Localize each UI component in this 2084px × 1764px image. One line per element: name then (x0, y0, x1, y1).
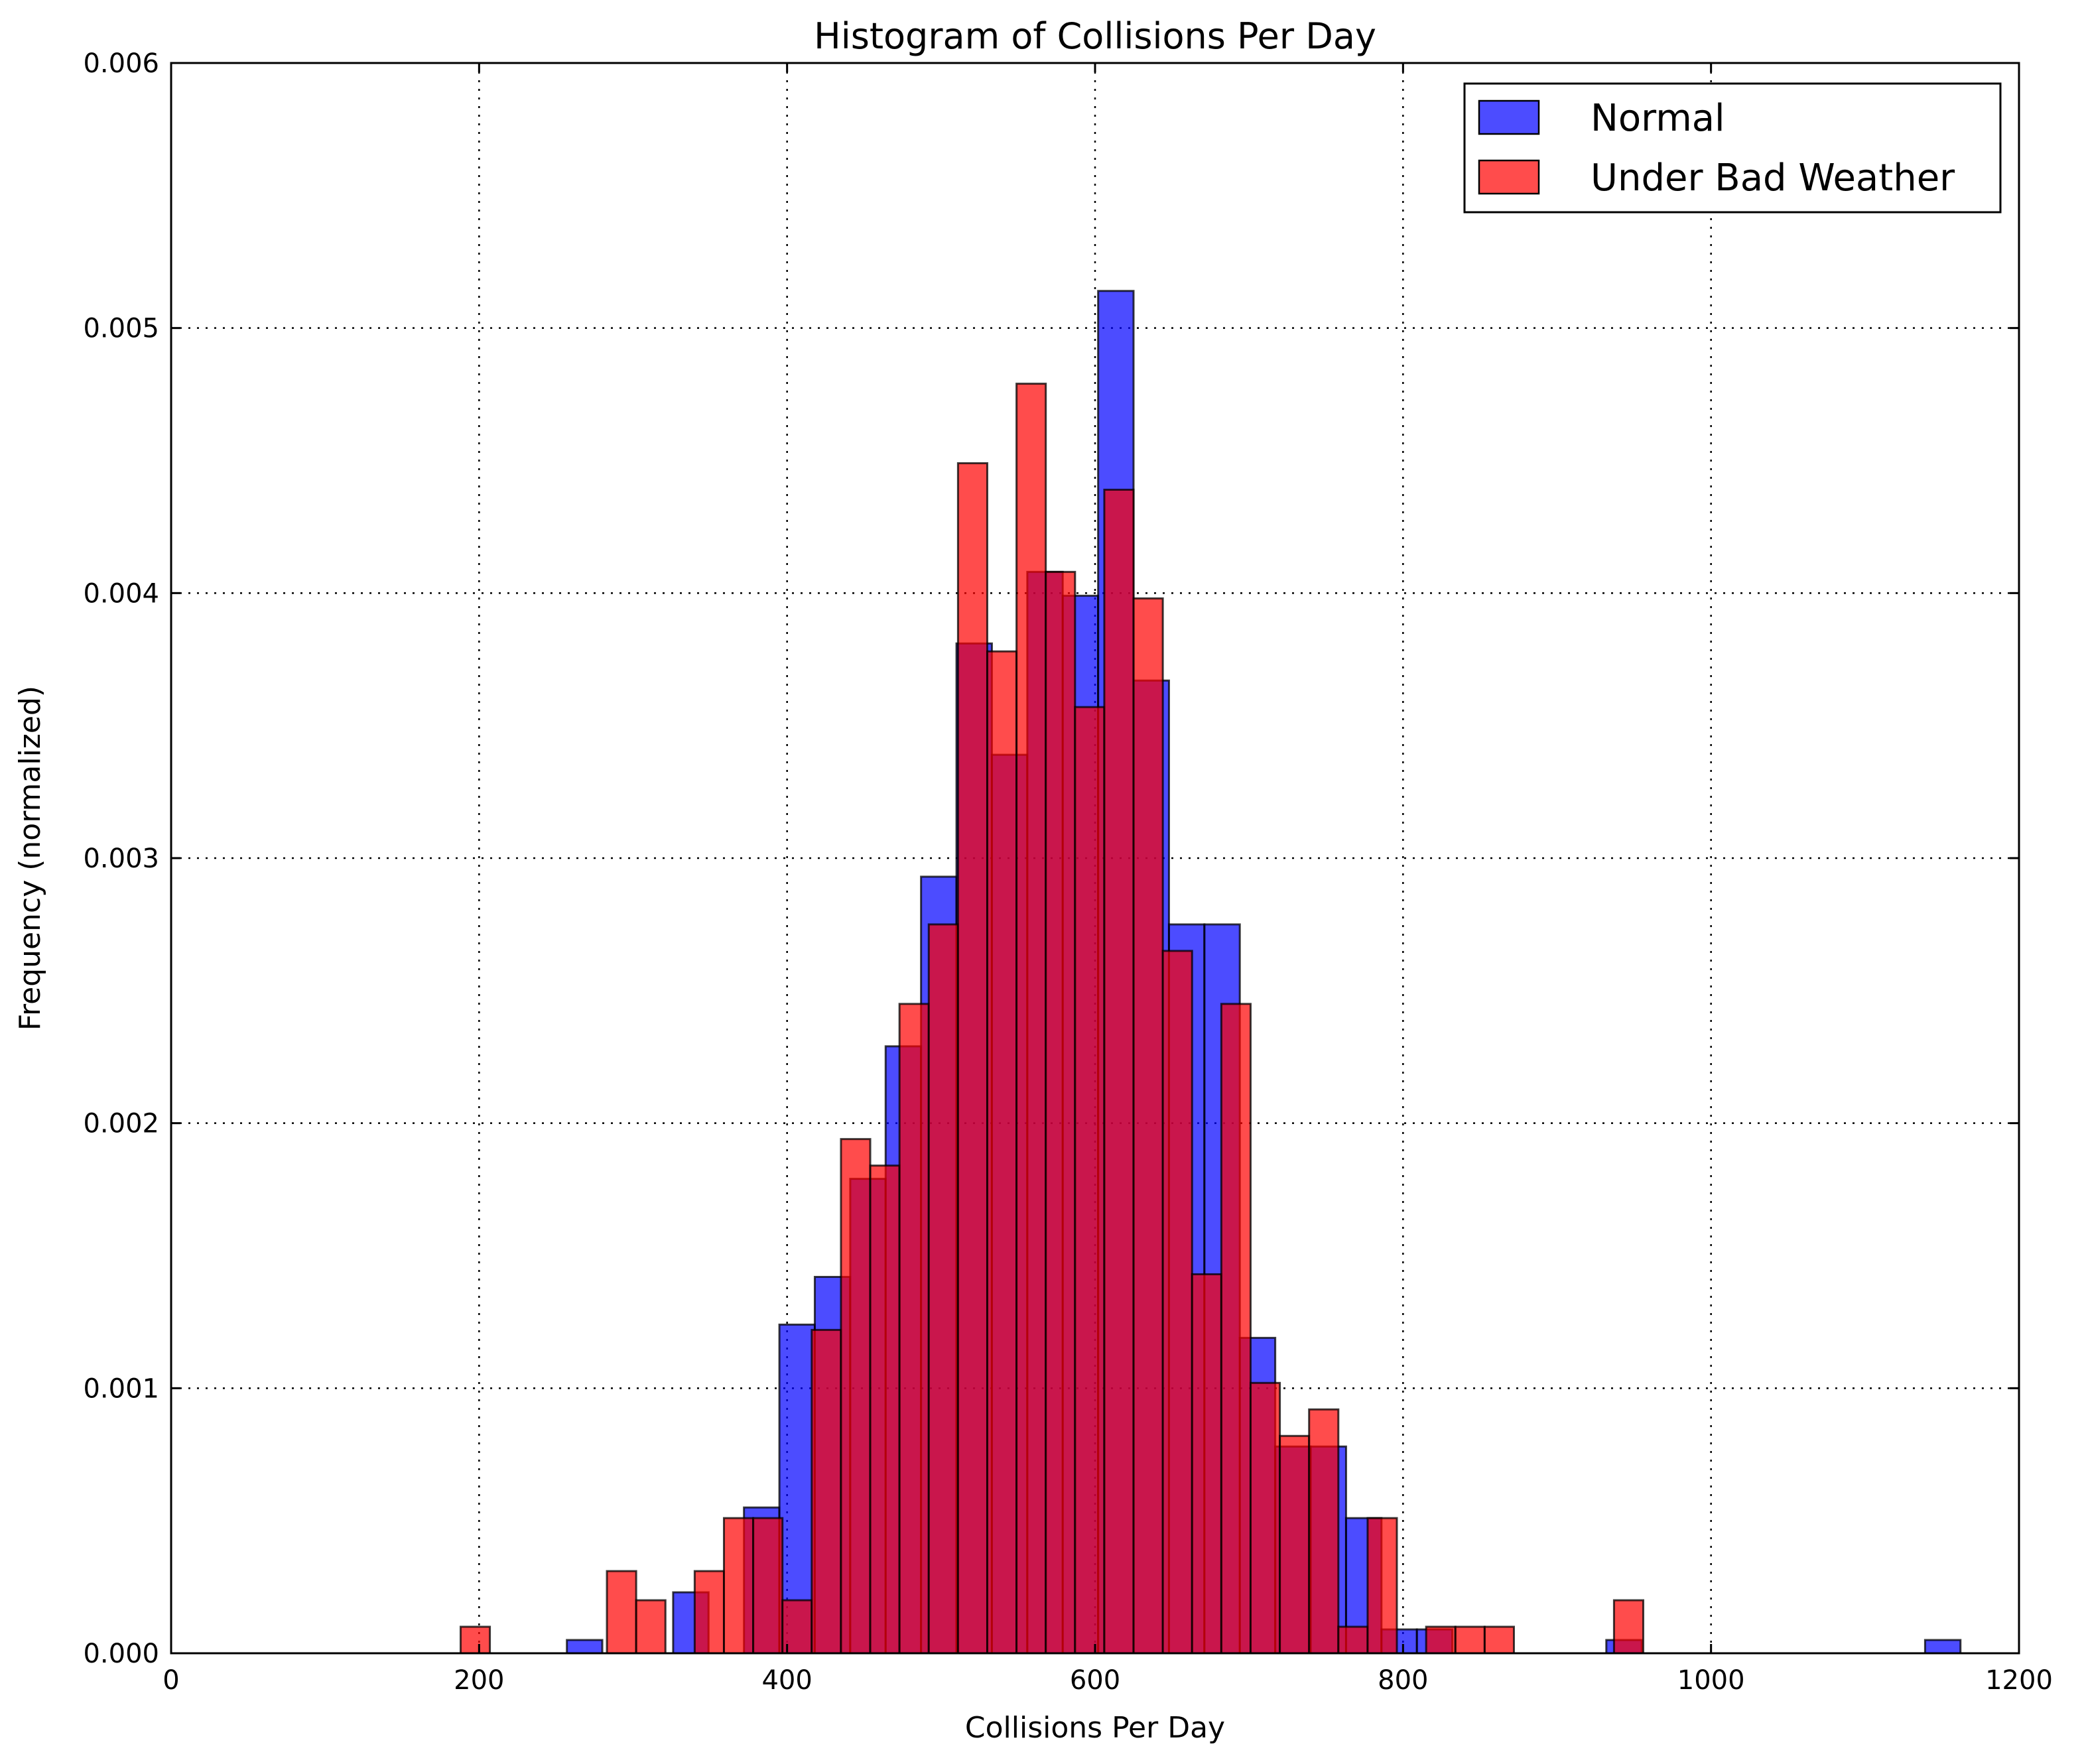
bar-under-bad-weather (1191, 1273, 1222, 1655)
bar-under-bad-weather (986, 650, 1018, 1655)
y-axis-title: Frequency (normalized) (13, 686, 47, 1031)
x-tick-label: 600 (1070, 1665, 1120, 1696)
x-axis-title: Collisions Per Day (965, 1711, 1225, 1745)
x-tick-label: 1000 (1677, 1665, 1745, 1696)
y-tick-label: 0.003 (83, 844, 159, 874)
bar-under-bad-weather (693, 1570, 725, 1655)
bar-under-bad-weather (1337, 1625, 1369, 1655)
bar-under-bad-weather (1074, 706, 1106, 1655)
bar-under-bad-weather (1045, 570, 1076, 1655)
bar-under-bad-weather (840, 1138, 872, 1655)
bar-under-bad-weather (898, 1003, 930, 1655)
legend-box (1463, 82, 2002, 214)
bar-under-bad-weather (459, 1625, 491, 1655)
bar-under-bad-weather (1220, 1003, 1252, 1655)
y-tick-label: 0.006 (83, 48, 159, 79)
x-tick-label: 200 (454, 1665, 504, 1696)
bar-under-bad-weather (1279, 1434, 1311, 1655)
x-tick-label: 800 (1378, 1665, 1428, 1696)
bar-under-bad-weather (1308, 1408, 1340, 1655)
bar-under-bad-weather (635, 1599, 667, 1655)
legend-swatch-normal (1478, 99, 1540, 135)
bar-under-bad-weather (927, 923, 959, 1655)
chart-title: Histogram of Collisions Per Day (814, 15, 1376, 57)
axis-ticks: 0 200 400 600 800 1000 1200 0.000 0.001 0.002 0.00… (83, 48, 2052, 1696)
x-tick-label: 0 (163, 1665, 179, 1696)
bar-under-bad-weather (1612, 1599, 1645, 1655)
bar-under-bad-weather (1483, 1625, 1515, 1655)
y-tick-label: 0.000 (83, 1639, 159, 1669)
bar-under-bad-weather (1366, 1517, 1398, 1655)
y-tick-label: 0.002 (83, 1109, 159, 1139)
bar-normal (1923, 1639, 1962, 1655)
bar-under-bad-weather (869, 1165, 901, 1655)
y-tick-label: 0.001 (83, 1373, 159, 1404)
legend-swatch-under-bad-weather (1478, 159, 1540, 195)
y-tick-label: 0.005 (83, 314, 159, 344)
bar-under-bad-weather (1425, 1625, 1457, 1655)
bar-under-bad-weather (811, 1328, 842, 1655)
bar-normal (566, 1639, 604, 1655)
bar-under-bad-weather (606, 1570, 637, 1655)
bar-under-bad-weather (1132, 597, 1164, 1655)
legend-label-normal: Normal (1591, 97, 1725, 140)
bar-under-bad-weather (752, 1517, 784, 1655)
x-tick-label: 400 (761, 1665, 812, 1696)
legend-label-under-bad-weather: Under Bad Weather (1591, 157, 1955, 200)
bar-under-bad-weather (1103, 488, 1135, 1655)
bar-under-bad-weather (1015, 383, 1047, 1655)
legend: Normal Under Bad Weather (1463, 82, 2002, 214)
histogram-bars (459, 290, 1962, 1655)
bar-under-bad-weather (1249, 1381, 1281, 1655)
bar-under-bad-weather (1161, 950, 1193, 1655)
bar-under-bad-weather (1454, 1625, 1486, 1655)
bar-under-bad-weather (956, 462, 988, 1655)
x-tick-label: 1200 (1985, 1665, 2053, 1696)
bar-under-bad-weather (722, 1517, 755, 1655)
y-tick-label: 0.004 (83, 578, 159, 609)
